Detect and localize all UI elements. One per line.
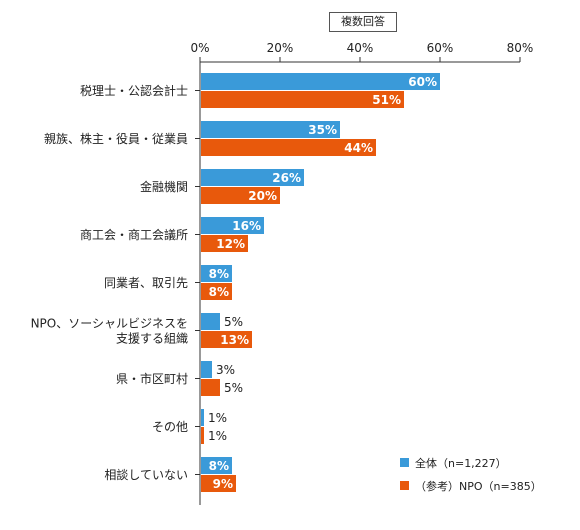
category-label: 金融機関 (140, 179, 188, 194)
category-label: 税理士・公認会計士 (80, 83, 188, 98)
x-tick-label: 80% (507, 41, 534, 55)
data-label: 44% (344, 141, 373, 155)
data-label: 1% (208, 411, 227, 425)
data-label: 20% (248, 189, 277, 203)
bar (201, 121, 340, 138)
bar (201, 379, 220, 396)
data-label: 16% (232, 219, 261, 233)
bar (201, 187, 280, 204)
data-label: 13% (220, 333, 249, 347)
data-label: 5% (224, 381, 243, 395)
bar (201, 457, 232, 474)
data-label: 51% (372, 93, 401, 107)
bar (201, 169, 304, 186)
data-label: 1% (208, 429, 227, 443)
data-label: 60% (408, 75, 437, 89)
x-tick-label: 0% (190, 41, 209, 55)
bar (201, 361, 212, 378)
bar (201, 73, 440, 90)
data-label: 12% (216, 237, 245, 251)
legend-swatch (400, 481, 409, 490)
x-tick-label: 20% (267, 41, 294, 55)
bar (201, 409, 204, 426)
data-label: 8% (209, 285, 229, 299)
category-label: NPO、ソーシャルビジネスを (31, 317, 188, 331)
category-label: 商工会・商工会議所 (80, 227, 188, 242)
data-label: 26% (272, 171, 301, 185)
category-label: 県・市区町村 (116, 371, 188, 386)
data-label: 35% (308, 123, 337, 137)
bar (201, 91, 404, 108)
category-label: その他 (152, 420, 188, 434)
bar (201, 283, 232, 300)
data-label: 8% (209, 459, 229, 473)
bar (201, 235, 248, 252)
category-label: 相談していない (104, 467, 188, 482)
multiple-answer-note: 複数回答 (329, 12, 397, 32)
bar (201, 475, 236, 492)
x-tick-label: 40% (347, 41, 374, 55)
legend-swatch (400, 458, 409, 467)
category-label: 親族、株主・役員・従業員 (44, 131, 188, 146)
data-label: 3% (216, 363, 235, 377)
bar (201, 217, 264, 234)
data-label: 8% (209, 267, 229, 281)
bar (201, 313, 220, 330)
bar (201, 331, 252, 348)
bar (201, 139, 376, 156)
legend-label: 全体（n=1,227） (415, 456, 507, 470)
data-label: 9% (213, 477, 233, 491)
category-label: 支援する組織 (116, 332, 188, 346)
bar (201, 265, 232, 282)
category-label: 同業者、取引先 (104, 276, 188, 290)
bar (201, 427, 204, 444)
legend-label: （参考）NPO（n=385） (415, 479, 542, 493)
x-tick-label: 60% (427, 41, 454, 55)
data-label: 5% (224, 315, 243, 329)
